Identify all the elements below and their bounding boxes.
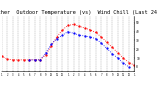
Title: Milwaukee Weather  Outdoor Temperature (vs)  Wind Chill (Last 24 Hours): Milwaukee Weather Outdoor Temperature (v…: [0, 10, 160, 15]
